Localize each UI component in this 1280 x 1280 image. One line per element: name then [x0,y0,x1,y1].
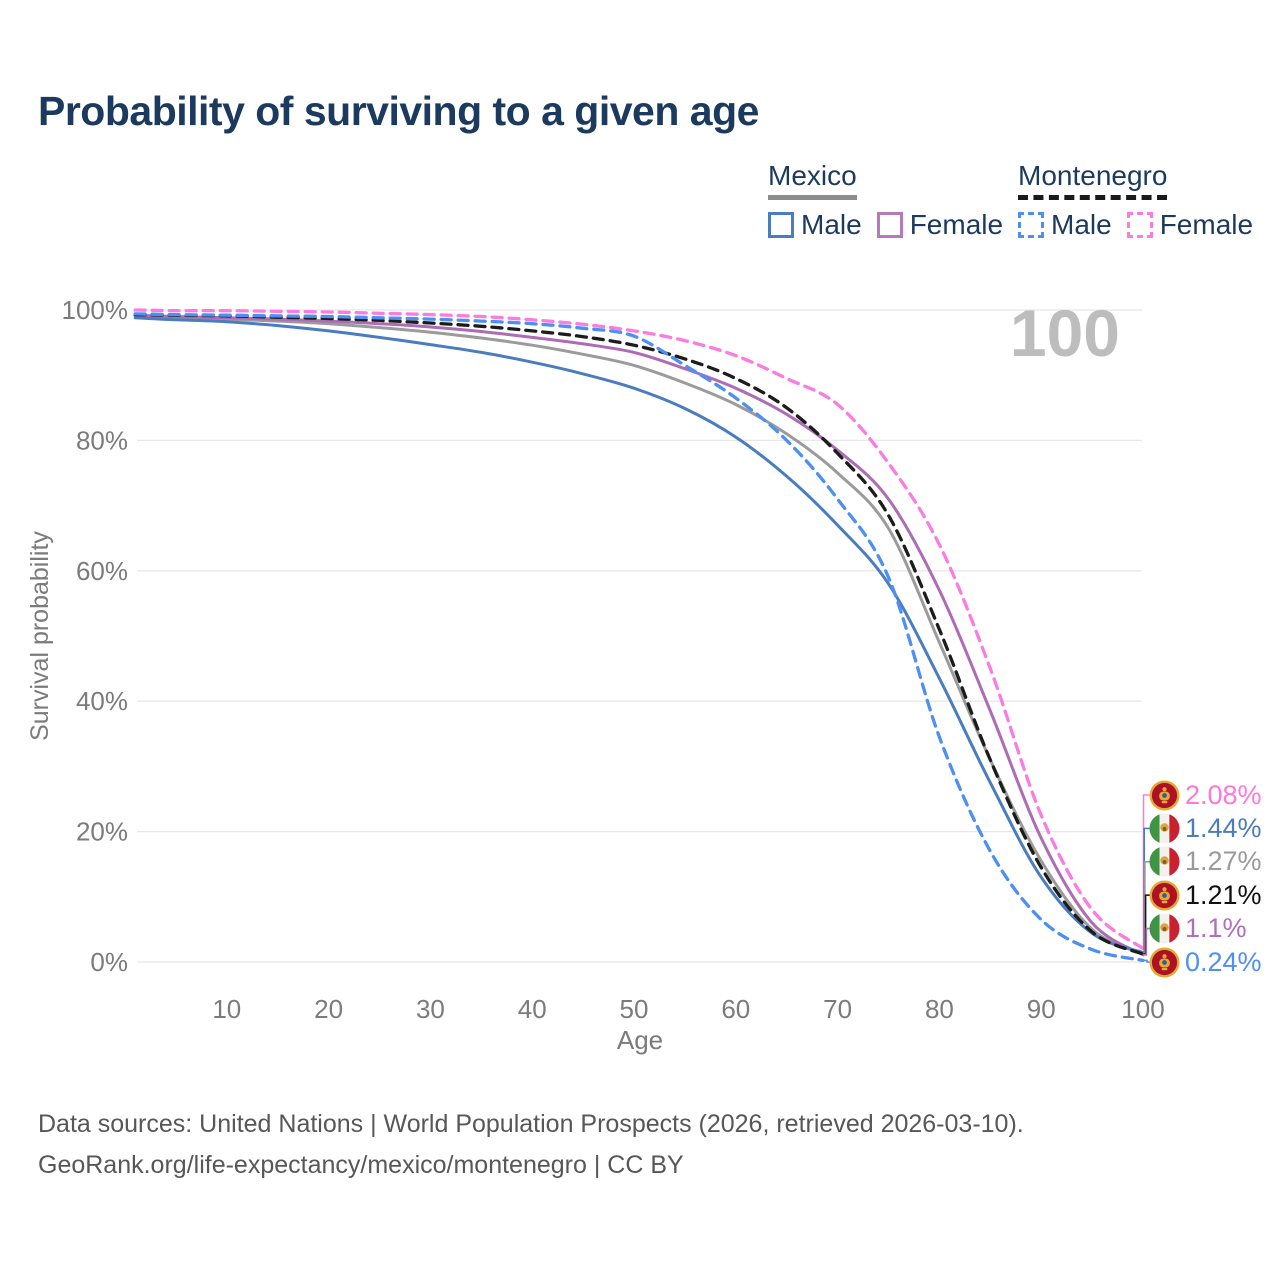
montenegro-flag-icon [1149,946,1180,978]
montenegro-flag-icon [1149,779,1180,811]
y-tick-label: 80% [76,425,128,455]
legend-item-label: Female [1159,209,1254,240]
x-axis-title: Age [617,1025,663,1055]
end-label-connector [1143,927,1150,956]
x-tick-label: 50 [620,994,649,1024]
y-tick-label: 20% [76,817,128,847]
y-axis-title: Survival probability [26,531,54,741]
y-tick-label: 40% [76,686,128,716]
footer-url[interactable]: GeoRank.org/life-expectancy/mexico/monte… [38,1151,684,1179]
series-line-mexico-male[interactable] [133,316,1145,955]
end-label-connector [1143,959,1150,963]
x-tick-label: 40 [518,994,547,1024]
legend-group-montenegro: Montenegro Male Female [1018,160,1253,241]
series-end-label-montenegro[interactable]: 1.21% [1149,879,1262,912]
end-label-value: 2.08% [1185,779,1262,810]
series-line-montenegro-female[interactable] [133,308,1145,951]
legend-header-mexico[interactable]: Mexico [768,160,857,200]
series-end-label-mexico-female[interactable]: 1.1% [1149,912,1247,945]
end-label-value: 1.21% [1185,879,1262,910]
legend-item-mexico-female[interactable]: Female [876,209,1004,241]
series-end-label-montenegro-male[interactable]: 0.24% [1149,946,1262,979]
series-line-mexico[interactable] [133,315,1145,956]
page-title: Probability of surviving to a given age [38,88,759,134]
x-tick-label: 80 [925,994,954,1024]
end-label-value: 1.27% [1185,846,1262,877]
hovered-age-watermark: 100 [1009,296,1120,370]
x-tick-label: 70 [823,994,852,1024]
montenegro-flag-icon [1149,880,1180,911]
end-label-value: 1.44% [1185,812,1262,843]
legend-item-label: Female [909,209,1004,240]
mexico-flag-icon [1149,913,1180,944]
legend-row-mexico: Male Female [768,209,1003,241]
montenegro-female-swatch-icon [1126,212,1153,238]
x-tick-label: 90 [1027,994,1056,1024]
mexico-flag-icon [1149,846,1180,877]
series-end-label-mexico[interactable]: 1.27% [1149,845,1262,878]
mexico-male-swatch-icon [768,212,794,238]
legend-item-montenegro-female[interactable]: Female [1126,209,1254,241]
end-label-value: 0.24% [1185,946,1262,977]
x-tick-label: 10 [212,994,241,1024]
legend-item-label: Male [801,209,862,240]
y-tick-label: 0% [90,947,128,977]
series-line-montenegro-male[interactable] [133,312,1145,963]
mexico-flag-icon [1149,813,1180,844]
y-tick-label: 100% [62,295,129,325]
legend-item-mexico-male[interactable]: Male [768,209,862,241]
legend-group-mexico: Mexico Male Female [768,160,1003,241]
footer: Data sources: United Nations | World Pop… [38,1104,1024,1186]
y-tick-label: 60% [76,556,128,586]
mexico-female-swatch-icon [876,212,903,238]
footer-data-sources: Data sources: United Nations | World Pop… [38,1110,1024,1138]
series-line-mexico-female[interactable] [133,313,1145,957]
legend-row-montenegro: Male Female [1018,209,1253,241]
end-label-value: 1.1% [1185,913,1247,944]
series-line-montenegro[interactable] [133,312,1145,956]
x-tick-label: 100 [1121,994,1164,1024]
legend-item-montenegro-male[interactable]: Male [1018,209,1112,241]
series-end-label-mexico-male[interactable]: 1.44% [1149,812,1262,845]
x-tick-label: 20 [314,994,343,1024]
x-tick-label: 60 [721,994,750,1024]
x-tick-label: 30 [416,994,445,1024]
legend-item-label: Male [1051,209,1112,240]
series-end-label-montenegro-female[interactable]: 2.08% [1149,779,1262,812]
montenegro-male-swatch-icon [1018,212,1044,238]
legend-header-montenegro[interactable]: Montenegro [1018,160,1168,200]
